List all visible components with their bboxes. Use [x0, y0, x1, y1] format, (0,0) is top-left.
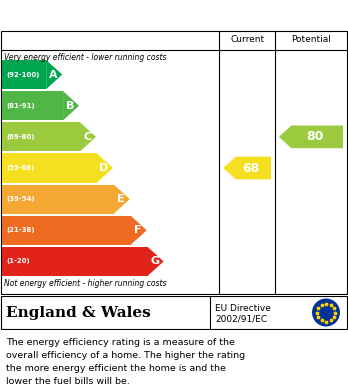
Text: Current: Current [230, 36, 264, 45]
Text: (69-80): (69-80) [6, 134, 34, 140]
Text: 80: 80 [306, 130, 323, 143]
Text: D: D [100, 163, 109, 173]
Polygon shape [97, 153, 113, 183]
Bar [2, 216, 130, 245]
Text: 68: 68 [242, 161, 260, 174]
Text: 2002/91/EC: 2002/91/EC [215, 315, 267, 324]
Polygon shape [114, 185, 130, 214]
Text: B: B [66, 101, 74, 111]
Polygon shape [223, 157, 271, 179]
Polygon shape [63, 91, 79, 120]
Polygon shape [148, 247, 164, 276]
Text: F: F [134, 225, 142, 235]
Text: Potential: Potential [291, 36, 331, 45]
Polygon shape [80, 122, 96, 151]
Text: (21-38): (21-38) [6, 227, 34, 233]
Text: G: G [150, 256, 159, 266]
Text: A: A [49, 70, 58, 80]
Bar [2, 247, 148, 276]
Text: lower the fuel bills will be.: lower the fuel bills will be. [6, 377, 130, 386]
Bar [2, 60, 46, 89]
Text: Not energy efficient - higher running costs: Not energy efficient - higher running co… [4, 279, 166, 288]
Bar [2, 185, 114, 214]
Text: overall efficiency of a home. The higher the rating: overall efficiency of a home. The higher… [6, 351, 245, 360]
Bar [2, 91, 63, 120]
Text: the more energy efficient the home is and the: the more energy efficient the home is an… [6, 364, 226, 373]
Circle shape [312, 298, 340, 326]
Text: E: E [117, 194, 125, 204]
Text: EU Directive: EU Directive [215, 304, 271, 313]
Text: (1-20): (1-20) [6, 258, 30, 264]
Bar [2, 153, 97, 183]
Polygon shape [279, 126, 343, 148]
Text: (81-91): (81-91) [6, 103, 34, 109]
Text: Energy Efficiency Rating: Energy Efficiency Rating [10, 7, 220, 23]
Bar [2, 122, 80, 151]
Text: The energy efficiency rating is a measure of the: The energy efficiency rating is a measur… [6, 338, 235, 347]
Polygon shape [46, 60, 62, 89]
Text: C: C [83, 132, 91, 142]
Text: Very energy efficient - lower running costs: Very energy efficient - lower running co… [4, 53, 166, 62]
Text: (39-54): (39-54) [6, 196, 34, 202]
Text: England & Wales: England & Wales [6, 305, 151, 319]
Text: (92-100): (92-100) [6, 72, 39, 77]
Polygon shape [130, 216, 147, 245]
Text: (55-68): (55-68) [6, 165, 34, 171]
